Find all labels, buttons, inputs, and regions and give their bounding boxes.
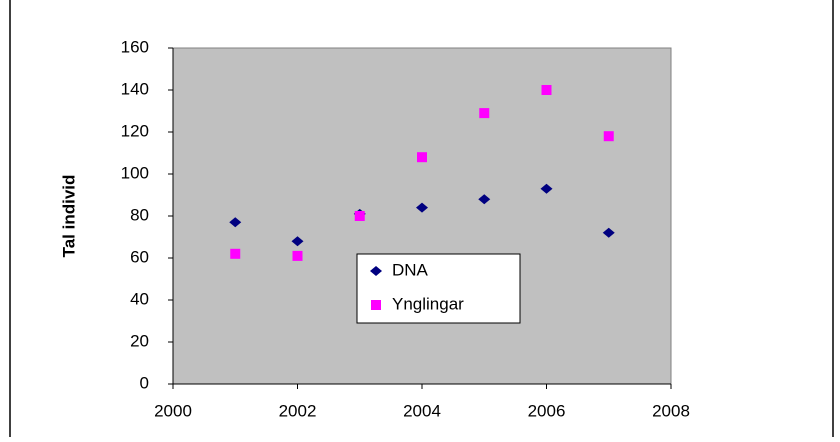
y-tick-label: 160 [121, 37, 149, 56]
point [292, 250, 303, 261]
legend-marker [371, 300, 381, 310]
y-tick-label: 140 [121, 79, 149, 98]
y-tick-label: 120 [121, 121, 149, 140]
y-tick-label: 20 [130, 331, 149, 350]
y-axis-label: Tal individ [59, 175, 78, 258]
y-tick-label: 100 [121, 163, 149, 182]
x-tick-label: 2008 [652, 401, 690, 420]
x-tick-label: 2004 [403, 401, 441, 420]
point [230, 248, 241, 259]
y-tick-label: 40 [130, 289, 149, 308]
legend-box [356, 253, 521, 324]
point [602, 227, 615, 238]
legend-marker [370, 266, 382, 276]
y-tick-label: 60 [130, 247, 149, 266]
point [478, 194, 491, 205]
plot-area [172, 47, 672, 385]
point [354, 211, 365, 221]
legend-label: Ynglingar [392, 294, 464, 313]
point [416, 202, 428, 213]
legend-label: DNA [392, 260, 429, 279]
point [291, 236, 304, 247]
point [603, 131, 614, 142]
x-tick-label: 2000 [154, 401, 192, 420]
point [541, 85, 552, 95]
x-tick-label: 2006 [528, 401, 566, 420]
chart-frame [9, 0, 834, 442]
point [229, 217, 242, 228]
point [479, 108, 490, 119]
y-tick-label: 80 [130, 205, 149, 224]
y-tick-label: 0 [140, 373, 149, 392]
point [417, 152, 427, 163]
legend: DNA Ynglingar [356, 253, 521, 324]
x-tick-label: 2002 [279, 401, 317, 420]
point [540, 183, 553, 194]
